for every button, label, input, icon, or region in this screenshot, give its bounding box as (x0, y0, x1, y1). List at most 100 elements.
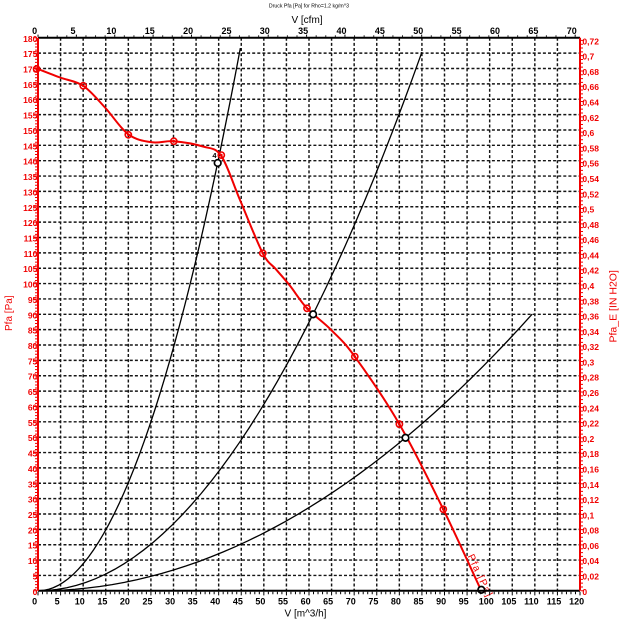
svg-text:105: 105 (23, 264, 37, 274)
svg-text:55: 55 (28, 418, 38, 428)
svg-text:80: 80 (28, 341, 38, 351)
svg-text:20: 20 (120, 597, 130, 607)
svg-text:60: 60 (28, 402, 38, 412)
svg-text:70: 70 (346, 597, 356, 607)
svg-text:140: 140 (23, 157, 37, 167)
svg-text:Pfa [Pa]: Pfa [Pa] (4, 295, 15, 331)
svg-text:0,68: 0,68 (582, 67, 599, 77)
svg-text:30: 30 (260, 26, 270, 36)
svg-text:75: 75 (368, 597, 378, 607)
svg-text:70: 70 (567, 26, 577, 36)
svg-text:0,24: 0,24 (582, 403, 599, 413)
svg-text:165: 165 (23, 80, 37, 90)
svg-text:95: 95 (459, 597, 469, 607)
svg-text:105: 105 (501, 597, 516, 607)
svg-text:5: 5 (55, 597, 60, 607)
svg-text:0,2: 0,2 (582, 434, 594, 444)
svg-text:0,48: 0,48 (582, 220, 599, 230)
svg-text:85: 85 (28, 326, 38, 336)
svg-text:65: 65 (28, 387, 38, 397)
svg-text:0,7: 0,7 (582, 52, 594, 62)
svg-text:0,12: 0,12 (582, 495, 599, 505)
svg-text:0,46: 0,46 (582, 235, 599, 245)
svg-text:25: 25 (143, 597, 153, 607)
svg-text:0,34: 0,34 (582, 327, 599, 337)
svg-text:155: 155 (23, 111, 37, 121)
svg-text:40: 40 (28, 464, 38, 474)
svg-text:130: 130 (23, 187, 37, 197)
svg-text:0,06: 0,06 (582, 541, 599, 551)
svg-text:15: 15 (28, 541, 38, 551)
svg-text:0,66: 0,66 (582, 82, 599, 92)
svg-text:4: 4 (212, 151, 217, 160)
svg-text:0,16: 0,16 (582, 464, 599, 474)
svg-text:40: 40 (337, 26, 347, 36)
svg-text:0: 0 (32, 597, 37, 607)
svg-text:120: 120 (569, 597, 584, 607)
svg-text:5: 5 (70, 26, 75, 36)
svg-text:0,18: 0,18 (582, 449, 599, 459)
svg-text:80: 80 (391, 597, 401, 607)
svg-text:90: 90 (28, 310, 38, 320)
svg-text:0,22: 0,22 (582, 419, 599, 429)
svg-text:0,32: 0,32 (582, 342, 599, 352)
svg-text:110: 110 (524, 597, 539, 607)
svg-text:100: 100 (479, 597, 494, 607)
svg-text:0,02: 0,02 (582, 572, 599, 582)
svg-text:5: 5 (33, 571, 38, 581)
svg-text:65: 65 (528, 26, 538, 36)
svg-text:125: 125 (23, 203, 37, 213)
svg-text:50: 50 (413, 26, 423, 36)
svg-text:20: 20 (183, 26, 193, 36)
svg-text:115: 115 (547, 597, 562, 607)
svg-text:0,42: 0,42 (582, 266, 599, 276)
svg-text:0,38: 0,38 (582, 296, 599, 306)
svg-text:0,54: 0,54 (582, 174, 599, 184)
svg-text:Pfa_E [IN H2O]: Pfa_E [IN H2O] (608, 270, 620, 342)
svg-text:0,72: 0,72 (582, 36, 599, 46)
svg-text:0,28: 0,28 (582, 373, 599, 383)
svg-text:0,08: 0,08 (582, 526, 599, 536)
svg-text:30: 30 (28, 495, 38, 505)
svg-text:60: 60 (301, 597, 311, 607)
svg-text:20: 20 (28, 525, 38, 535)
svg-text:0,64: 0,64 (582, 98, 599, 108)
svg-text:V [cfm]: V [cfm] (291, 15, 322, 26)
svg-text:145: 145 (23, 141, 37, 151)
svg-text:0,36: 0,36 (582, 312, 599, 322)
svg-text:0,52: 0,52 (582, 189, 599, 199)
svg-text:35: 35 (28, 479, 38, 489)
svg-text:50: 50 (255, 597, 265, 607)
svg-text:0,6: 0,6 (582, 128, 594, 138)
svg-text:115: 115 (24, 233, 38, 243)
svg-text:35: 35 (298, 26, 308, 36)
svg-text:0,3: 0,3 (582, 357, 594, 367)
svg-text:175: 175 (23, 49, 37, 59)
svg-text:0: 0 (33, 587, 38, 597)
svg-text:0: 0 (582, 587, 587, 597)
svg-text:15: 15 (145, 26, 155, 36)
svg-text:160: 160 (23, 95, 37, 105)
svg-text:0,58: 0,58 (582, 143, 599, 153)
svg-text:180: 180 (23, 34, 37, 44)
svg-text:15: 15 (97, 597, 107, 607)
svg-text:10: 10 (75, 597, 85, 607)
svg-text:135: 135 (23, 172, 37, 182)
svg-text:0,04: 0,04 (582, 556, 599, 566)
svg-text:60: 60 (490, 26, 500, 36)
svg-text:0,4: 0,4 (582, 281, 594, 291)
svg-text:90: 90 (436, 597, 446, 607)
svg-text:0,44: 0,44 (582, 250, 599, 260)
svg-text:55: 55 (278, 597, 288, 607)
svg-text:0,62: 0,62 (582, 113, 599, 123)
svg-text:Druck Pfa [Pa] for Rho=1.2 kg/: Druck Pfa [Pa] for Rho=1.2 kg/m^3 (269, 4, 349, 10)
svg-text:120: 120 (23, 218, 37, 228)
svg-text:70: 70 (28, 372, 38, 382)
svg-text:35: 35 (188, 597, 198, 607)
svg-text:10: 10 (28, 556, 38, 566)
svg-text:0,5: 0,5 (582, 205, 594, 215)
svg-text:V [m^3/h]: V [m^3/h] (285, 609, 327, 620)
svg-text:85: 85 (414, 597, 424, 607)
svg-text:10: 10 (106, 26, 116, 36)
svg-text:25: 25 (28, 510, 38, 520)
